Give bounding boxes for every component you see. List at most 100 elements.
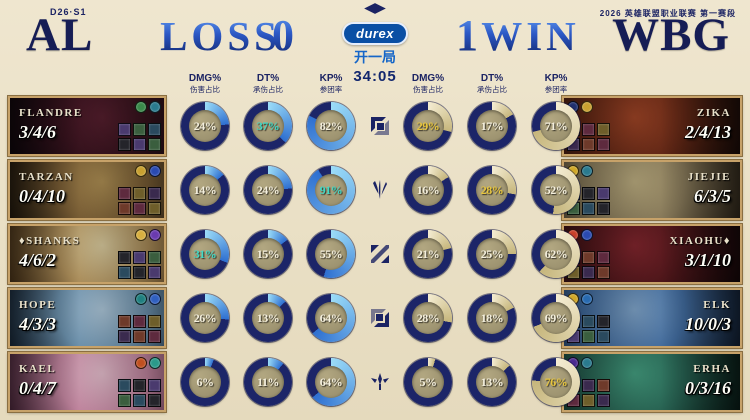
stat-donut-kp: 64% <box>307 294 355 342</box>
stat-donut-value: 28% <box>412 302 444 334</box>
stat-donut-value: 37% <box>252 110 284 142</box>
item-slot <box>133 266 146 279</box>
stat-donut-dt: 28% <box>468 166 516 214</box>
stat-donut-dt: 13% <box>244 294 292 342</box>
score-left: 0 <box>265 14 301 58</box>
summoner-spell-icon <box>149 229 161 241</box>
item-grid <box>118 123 161 151</box>
item-slot <box>582 138 595 151</box>
stat-donut-dmg: 16% <box>404 166 452 214</box>
stat-donut-value: 52% <box>540 174 572 206</box>
stat-donut-value: 62% <box>540 238 572 270</box>
role-icon-support <box>366 368 394 396</box>
stat-donut-value: 29% <box>412 110 444 142</box>
player-card-left: KAEL 0/4/7 <box>8 352 166 412</box>
stat-donut-dmg: 29% <box>404 102 452 150</box>
stat-donut-value: 14% <box>189 174 221 206</box>
summoner-spell-icon <box>581 229 593 241</box>
item-slot <box>133 315 146 328</box>
stat-donut-kp: 91% <box>307 166 355 214</box>
stat-donut-value: 28% <box>476 174 508 206</box>
player-card-right: JIEJIE 6/3/5 <box>562 160 742 220</box>
stat-donut-value: 24% <box>252 174 284 206</box>
column-header-zh: 参团率 <box>319 85 343 94</box>
item-grid <box>567 379 610 407</box>
stat-donut-dmg: 14% <box>181 166 229 214</box>
player-name: KAEL <box>19 363 57 375</box>
stat-donut-kp: 71% <box>532 102 580 150</box>
column-header-zh: 承伤占比 <box>477 85 507 94</box>
item-slot <box>582 379 595 392</box>
summoner-spell-icon <box>135 357 147 369</box>
player-name: ♦SHANKS <box>19 235 81 247</box>
item-slot <box>597 202 610 215</box>
item-slot <box>597 187 610 200</box>
item-slot <box>597 330 610 343</box>
summoner-spells <box>135 293 161 305</box>
stat-donut-dmg: 28% <box>404 294 452 342</box>
stat-donut-dmg: 24% <box>181 102 229 150</box>
player-kda: 6/3/5 <box>693 186 731 206</box>
item-slot <box>597 266 610 279</box>
player-card-left: TARZAN 0/4/10 <box>8 160 166 220</box>
result-label-right: WIN <box>468 16 593 57</box>
event-tag: D26·S1 <box>50 7 87 17</box>
player-card-left: ♦SHANKS 4/6/2 <box>8 224 166 284</box>
player-card-right: XIAOHU♦ 3/1/10 <box>562 224 742 284</box>
item-slot <box>133 123 146 136</box>
stat-donut-value: 64% <box>315 366 347 398</box>
item-slot <box>582 187 595 200</box>
player-kda: 2/4/13 <box>684 122 731 142</box>
item-slot <box>133 379 146 392</box>
item-slot <box>118 315 131 328</box>
item-slot <box>118 330 131 343</box>
item-grid <box>118 251 161 279</box>
player-kda: 3/1/10 <box>684 250 731 270</box>
stat-donut-value: 16% <box>412 174 444 206</box>
player-kda: 4/3/3 <box>19 314 57 334</box>
stat-donut-kp: 76% <box>532 358 580 406</box>
player-card-left: HOPE 4/3/3 <box>8 288 166 348</box>
column-header-zh: 承伤占比 <box>253 85 283 94</box>
item-slot <box>118 138 131 151</box>
stat-donut-value: 13% <box>476 366 508 398</box>
item-slot <box>118 266 131 279</box>
player-kda: 0/3/16 <box>684 378 731 398</box>
column-header-zh: 参团率 <box>544 85 568 94</box>
stat-donut-dmg: 26% <box>181 294 229 342</box>
player-kda: 4/6/2 <box>19 250 57 270</box>
stat-donut-value: 55% <box>315 238 347 270</box>
stat-donut-dmg: 5% <box>404 358 452 406</box>
player-name: FLANDRE <box>19 107 83 119</box>
summoner-spells <box>135 357 161 369</box>
stat-donut-kp: 52% <box>532 166 580 214</box>
summoner-spell-icon <box>149 357 161 369</box>
item-slot <box>118 251 131 264</box>
stat-donut-value: 76% <box>540 366 572 398</box>
stat-donut-value: 6% <box>189 366 221 398</box>
column-header-en: KP% <box>544 73 568 84</box>
column-header-en: DT% <box>256 73 280 84</box>
tournament-title: 2026 英雄联盟职业联赛 第一赛段 <box>599 9 736 18</box>
player-name: JIEJIE <box>687 171 731 183</box>
item-slot <box>597 138 610 151</box>
stat-donut-value: 69% <box>540 302 572 334</box>
team-name-right: WBG <box>612 9 730 61</box>
item-slot <box>118 202 131 215</box>
summoner-spell-icon <box>149 165 161 177</box>
item-slot <box>582 330 595 343</box>
summoner-spells <box>567 229 593 241</box>
item-slot <box>582 251 595 264</box>
player-name: TARZAN <box>19 171 74 183</box>
stat-donut-value: 82% <box>315 110 347 142</box>
item-slot <box>582 266 595 279</box>
result-label-left: LOSS <box>158 16 283 57</box>
item-slot <box>148 330 161 343</box>
stat-donut-value: 25% <box>476 238 508 270</box>
stat-donut-dt: 17% <box>468 102 516 150</box>
sponsor-block: durex 开一局 34:05 <box>320 2 430 85</box>
stat-donut-dmg: 31% <box>181 230 229 278</box>
item-slot <box>133 251 146 264</box>
stat-donut-value: 13% <box>252 302 284 334</box>
